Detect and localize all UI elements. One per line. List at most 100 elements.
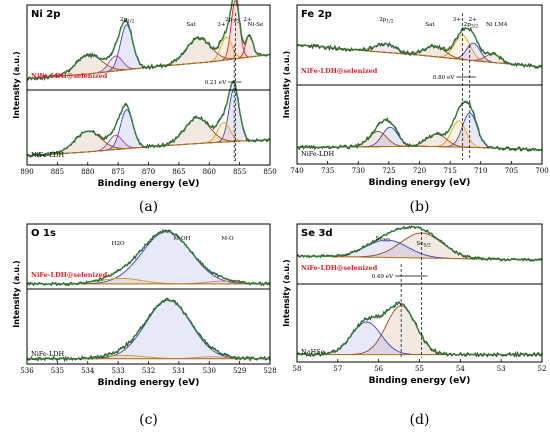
fit-envelope bbox=[27, 299, 270, 360]
peak-label: Se5/2 bbox=[416, 241, 431, 249]
peak-label: 2p3/2 bbox=[225, 17, 240, 25]
peak-fill-0 bbox=[27, 231, 270, 284]
panel-fe-2p: NiFe-LDH@selenized 2p1/2 Sat 3+2p3/22+ Ni LM… bbox=[282, 4, 549, 215]
subplot-top: NiFe-LDH@selenized Se3/2 Se5/2 bbox=[296, 225, 543, 272]
x-axis-label: Binding energy (eV) bbox=[369, 178, 471, 188]
x-tick-label: 730 bbox=[352, 167, 365, 175]
x-tick-label: 531 bbox=[172, 367, 185, 375]
y-axis-label: Intensity (a.u.) bbox=[12, 260, 21, 327]
peak-label: 2+ bbox=[243, 17, 252, 23]
x-tick-label: 705 bbox=[505, 167, 518, 175]
fit-envelope bbox=[296, 27, 543, 68]
x-axis-label: Binding energy (eV) bbox=[98, 179, 200, 189]
panel-title: Ni 2p bbox=[31, 9, 60, 20]
panel-title: Fe 2p bbox=[301, 9, 332, 20]
peak-label: 3+ bbox=[217, 22, 226, 28]
x-tick-label: 532 bbox=[142, 367, 155, 375]
x-tick-label: 870 bbox=[142, 168, 155, 176]
peak-label: 2+ bbox=[469, 17, 478, 23]
subplot-top: NiFe-LDH@selenized M-OH H2O M-O bbox=[26, 228, 271, 287]
subplot-top: NiFe-LDH@selenized 2p1/2 Sat 2p3/23+ 2+Ni-Se bbox=[26, 0, 271, 81]
x-tick-label: 535 bbox=[51, 367, 64, 375]
x-tick-label: 55 bbox=[415, 365, 424, 373]
peak-label: Sat bbox=[186, 22, 196, 28]
subplot-top: NiFe-LDH@selenized 2p1/2 Sat 3+2p3/22+ Ni LM… bbox=[296, 17, 543, 75]
x-tick-label: 860 bbox=[203, 168, 216, 176]
peak-fill-0 bbox=[27, 300, 270, 359]
sample-label: NiFe-LDH@selenized bbox=[301, 264, 378, 272]
sample-label: NiFe-LDH bbox=[31, 350, 64, 358]
x-axis-label: Binding energy (eV) bbox=[98, 378, 200, 388]
fit-envelope bbox=[26, 81, 271, 157]
peak-fill-0 bbox=[297, 112, 542, 150]
peak-label: Ni LM4 bbox=[486, 22, 508, 28]
x-tick-label: 700 bbox=[535, 167, 548, 175]
peak-label: 2p1/2 bbox=[379, 17, 394, 25]
sample-label: NiFe-LDH@selenized bbox=[301, 67, 378, 75]
x-tick-label: 56 bbox=[374, 365, 383, 373]
shift-label: 0.21 eV bbox=[205, 80, 228, 86]
x-tick-label: 533 bbox=[111, 367, 124, 375]
peak-fill-1 bbox=[297, 240, 542, 260]
peak-fill-1 bbox=[297, 322, 542, 355]
x-tick-label: 53 bbox=[497, 365, 506, 373]
sample-label: NiFe-LDH@selenized bbox=[31, 271, 108, 279]
subplot-bottom: NiFe-LDH bbox=[26, 297, 271, 363]
panel-o-1s: NiFe-LDH@selenized M-OH H2O M-O NiFe-LDH O 1s… bbox=[12, 223, 277, 428]
peak-fill-6 bbox=[27, 54, 270, 79]
fit-envelope bbox=[297, 302, 542, 356]
x-tick-label: 740 bbox=[290, 167, 303, 175]
subplot-bottom: NaHSe bbox=[296, 301, 543, 358]
x-tick-label: 52 bbox=[538, 365, 547, 373]
x-tick-label: 885 bbox=[51, 168, 64, 176]
y-axis-label: Intensity (a.u.) bbox=[282, 51, 291, 118]
fit-envelope bbox=[297, 226, 542, 261]
x-tick-label: 715 bbox=[443, 167, 456, 175]
x-tick-label: 720 bbox=[413, 167, 426, 175]
subplot-bottom: NiFe-LDH bbox=[26, 79, 271, 159]
peak-label: Ni-Se bbox=[248, 22, 264, 28]
peak-fill-1 bbox=[27, 355, 270, 359]
x-tick-label: 528 bbox=[263, 367, 276, 375]
peak-fill-0 bbox=[297, 233, 542, 260]
shift-label: 0.49 eV bbox=[372, 274, 395, 280]
fit-envelope bbox=[297, 100, 543, 151]
x-tick-label: 530 bbox=[203, 367, 216, 375]
peak-label: 2p1/2 bbox=[120, 17, 135, 25]
x-tick-label: 536 bbox=[20, 367, 34, 375]
sample-label: NiFe-LDH bbox=[301, 150, 334, 158]
peak-label: Sat bbox=[425, 22, 435, 28]
x-tick-label: 57 bbox=[333, 365, 342, 373]
x-tick-label: 725 bbox=[382, 167, 395, 175]
peak-fill-0 bbox=[297, 305, 542, 355]
panel-letter: (b) bbox=[410, 199, 430, 215]
sample-label: NiFe-LDH bbox=[31, 151, 64, 159]
peak-fill-1 bbox=[27, 37, 270, 79]
panel-ni-2p: NiFe-LDH@selenized 2p1/2 Sat 2p3/23+ 2+Ni-Se… bbox=[12, 0, 277, 215]
peak-fill-0 bbox=[27, 88, 270, 156]
x-tick-label: 850 bbox=[263, 168, 276, 176]
x-tick-label: 534 bbox=[81, 367, 95, 375]
y-axis-label: Intensity (a.u.) bbox=[282, 259, 291, 326]
x-tick-label: 710 bbox=[474, 167, 487, 175]
panel-title: Se 3d bbox=[301, 228, 333, 239]
peak-label: M-O bbox=[221, 236, 234, 242]
raw-spectrum bbox=[296, 26, 543, 70]
peak-label: 3+ bbox=[453, 17, 462, 23]
panel-se-3d: NiFe-LDH@selenized Se3/2 Se5/2 NaHSe Se 3d 58… bbox=[282, 223, 547, 428]
subplot-bottom: NiFe-LDH bbox=[296, 100, 543, 158]
x-tick-label: 865 bbox=[172, 168, 185, 176]
sample-label: NaHSe bbox=[301, 348, 325, 356]
x-tick-label: 855 bbox=[233, 168, 246, 176]
x-tick-label: 54 bbox=[456, 365, 465, 373]
fit-envelope bbox=[26, 0, 271, 79]
shift-label: 0.80 eV bbox=[433, 75, 456, 81]
x-tick-label: 58 bbox=[293, 365, 302, 373]
panel-letter: (d) bbox=[410, 412, 430, 428]
peak-label: 2p3/2 bbox=[464, 22, 479, 30]
peak-fill-5 bbox=[27, 131, 270, 156]
panel-title: O 1s bbox=[31, 228, 56, 239]
x-tick-label: 880 bbox=[81, 168, 94, 176]
peak-fill-3 bbox=[27, 38, 270, 79]
